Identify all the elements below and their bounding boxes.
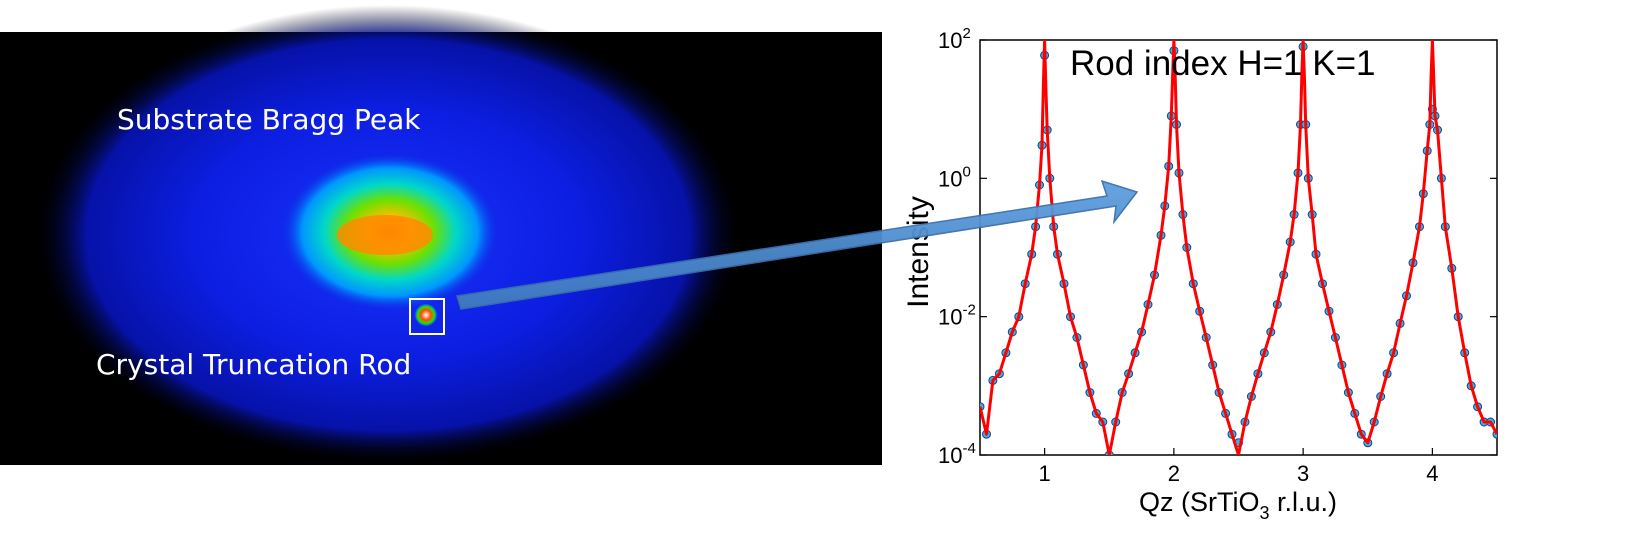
x-axis-label: Qz (SrTiO3 r.l.u.) — [1139, 487, 1337, 523]
detector-image: Substrate Bragg Peak Crystal Truncation … — [0, 5, 882, 465]
y-tick-base: 10 — [938, 166, 962, 191]
truncation-rod-spot — [415, 304, 437, 326]
y-tick-label: 10-2 — [938, 302, 976, 330]
rod-plot: Rod index H=1 K=1 Intensity Qz (SrTiO3 r… — [902, 25, 1498, 523]
y-tick-label: 102 — [938, 25, 971, 53]
y-tick-exponent: -2 — [962, 302, 975, 319]
x-tick-label: 2 — [1168, 461, 1180, 486]
y-tick-exponent: 2 — [962, 25, 970, 42]
plot-area — [979, 39, 1498, 456]
bragg-peak-label: Substrate Bragg Peak — [117, 103, 421, 136]
bragg-peak-core — [337, 215, 433, 255]
fit-line — [980, 40, 1497, 455]
y-tick-base: 10 — [938, 28, 962, 53]
y-tick-label: 100 — [938, 163, 971, 191]
truncation-rod-box — [409, 298, 445, 335]
y-tick-base: 10 — [938, 443, 962, 468]
x-axis-label-tail: r.l.u.) — [1270, 487, 1338, 517]
callout-arrow — [456, 179, 1139, 310]
truncation-rod-label: Crystal Truncation Rod — [96, 348, 411, 381]
y-tick-exponent: -4 — [962, 440, 975, 457]
x-tick-label: 4 — [1426, 461, 1438, 486]
plot-title: Rod index H=1 K=1 — [1070, 44, 1375, 83]
y-tick-exponent: 0 — [962, 163, 970, 180]
x-axis-label-sub: 3 — [1259, 503, 1269, 523]
y-tick-base: 10 — [938, 305, 962, 330]
y-axis-label: Intensity — [902, 196, 935, 308]
x-tick-label: 3 — [1297, 461, 1309, 486]
y-tick-label: 10-4 — [938, 440, 976, 468]
x-tick-label: 1 — [1039, 461, 1051, 486]
x-axis-label-main: Qz (SrTiO — [1139, 487, 1260, 517]
